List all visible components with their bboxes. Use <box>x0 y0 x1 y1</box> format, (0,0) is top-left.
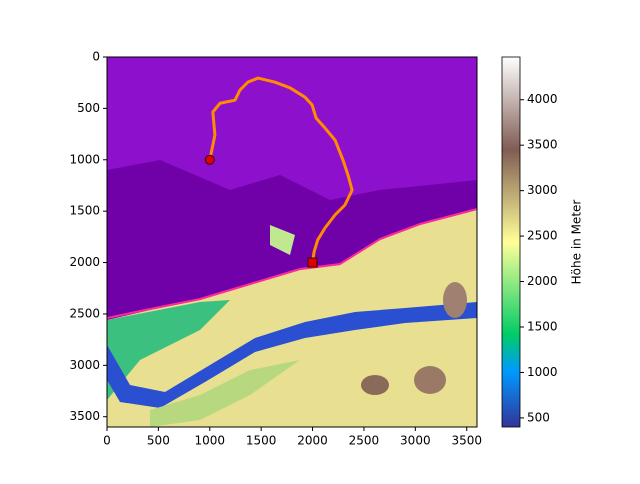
colorbar <box>501 56 521 428</box>
colorbar-tick-label: 3000 <box>527 183 558 197</box>
x-tick-label: 2500 <box>349 434 380 448</box>
y-tick-label: 1500 <box>69 204 100 218</box>
y-tick-label: 3000 <box>69 358 100 372</box>
y-tick-label: 2500 <box>69 306 100 320</box>
axes-frame <box>106 56 478 428</box>
colorbar-tick-label: 4000 <box>527 92 558 106</box>
colorbar-tick-label: 3500 <box>527 138 558 152</box>
colorbar-tick-label: 2000 <box>527 274 558 288</box>
x-tick-label: 1000 <box>195 434 226 448</box>
x-tick-label: 3500 <box>451 434 482 448</box>
start-marker <box>204 154 215 165</box>
x-tick-label: 3000 <box>400 434 431 448</box>
x-tick-label: 1500 <box>246 434 277 448</box>
x-tick-label: 2000 <box>297 434 328 448</box>
y-tick-label: 0 <box>92 50 100 64</box>
end-marker <box>307 257 318 268</box>
y-tick-label: 500 <box>77 101 100 115</box>
terrain-image <box>107 57 477 427</box>
route-path <box>208 76 354 263</box>
colorbar-tick-label: 500 <box>527 410 550 424</box>
x-tick-label: 500 <box>147 434 170 448</box>
plot-layer: 0 500 1000 1500 2000 2500 3000 3500050010001500… <box>69 50 557 448</box>
colorbar-label: Höhe in Meter <box>570 200 584 285</box>
y-tick-label: 3500 <box>69 409 100 423</box>
colorbar-tick-label: 1000 <box>527 365 558 379</box>
y-tick-label: 1000 <box>69 152 100 166</box>
x-tick-label: 0 <box>103 434 111 448</box>
colorbar-tick-label: 2500 <box>527 229 558 243</box>
colorbar-tick-label: 1500 <box>527 320 558 334</box>
y-tick-label: 2000 <box>69 255 100 269</box>
